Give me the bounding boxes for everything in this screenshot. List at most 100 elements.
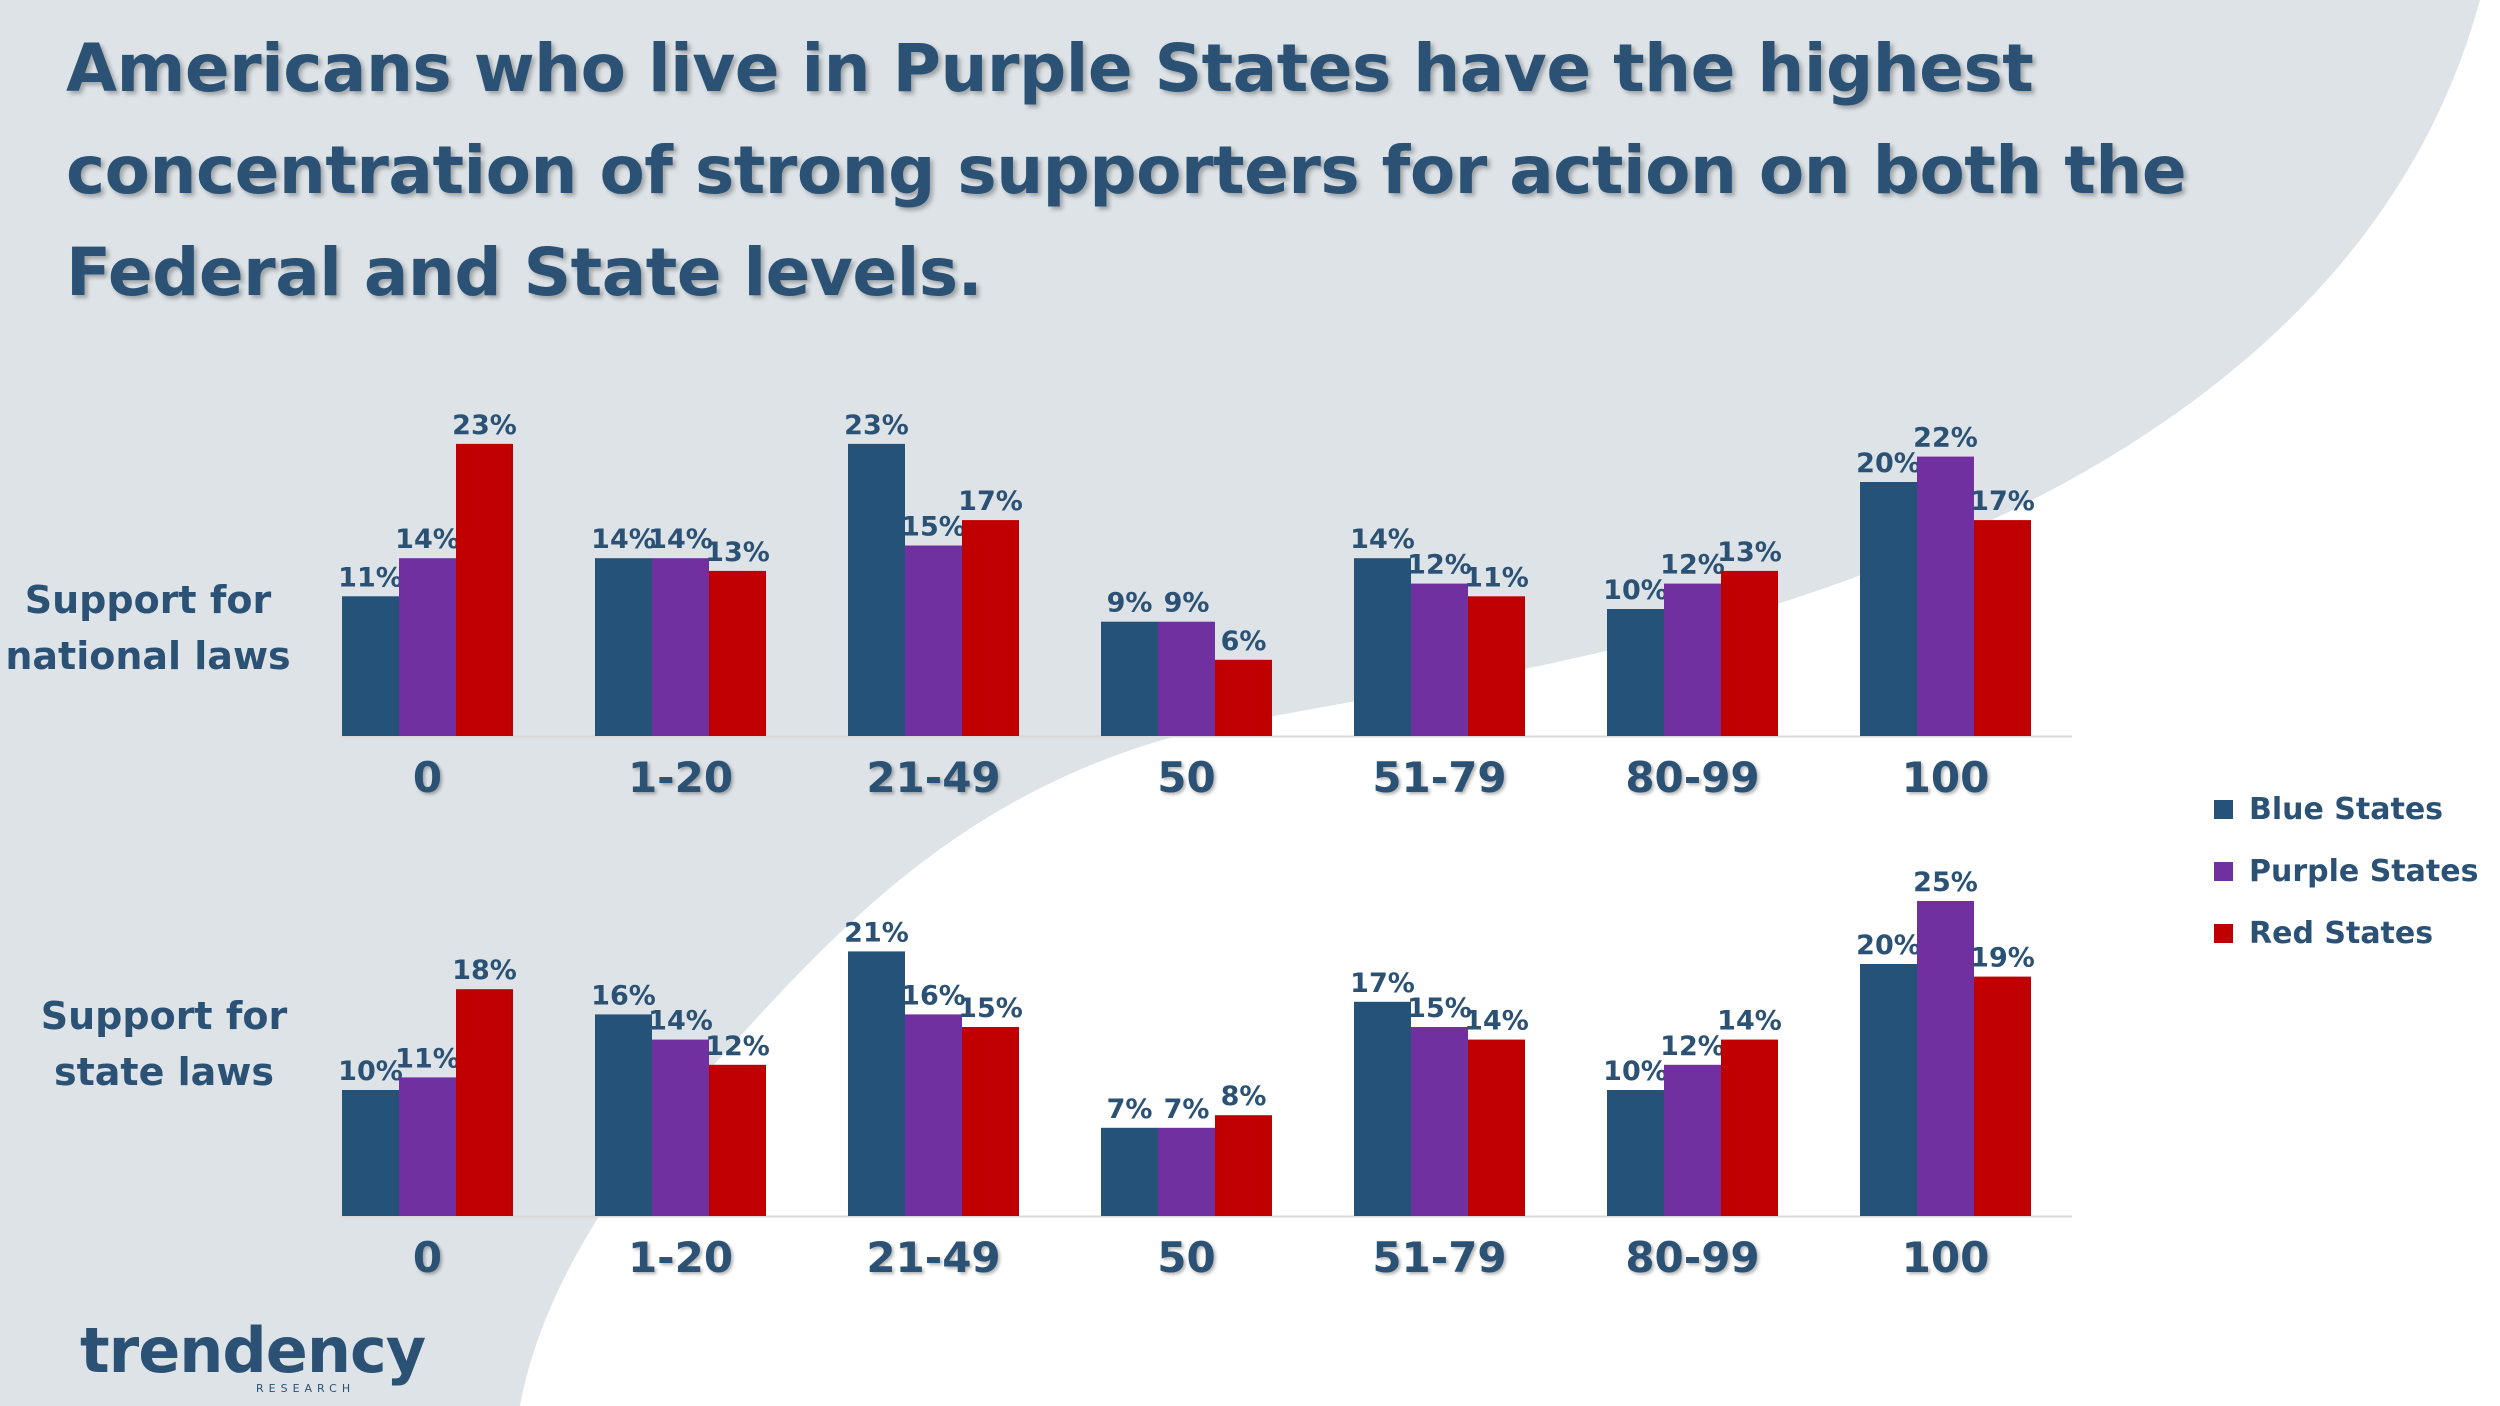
national-bar-blue-4 xyxy=(1354,558,1411,736)
national-data-label-purple-3: 9% xyxy=(1164,588,1210,619)
state-bar-purple-2 xyxy=(905,1014,962,1216)
state-bar-red-1 xyxy=(709,1064,766,1216)
national-data-label-red-6: 17% xyxy=(1970,486,2035,517)
national-bar-blue-0 xyxy=(342,596,399,736)
state-data-label-red-1: 12% xyxy=(705,1031,770,1062)
state-data-label-blue-2: 21% xyxy=(844,917,909,948)
national-data-label-blue-2: 23% xyxy=(844,410,909,441)
state-category-label-1: 1-20 xyxy=(628,1233,733,1282)
state-bar-blue-0 xyxy=(342,1090,399,1216)
legend-label-purple: Purple States xyxy=(2249,853,2479,889)
state-data-label-blue-4: 17% xyxy=(1350,968,1415,999)
state-category-label-4: 51-79 xyxy=(1372,1233,1506,1282)
state-bar-blue-1 xyxy=(595,1014,652,1216)
legend-swatch-blue xyxy=(2214,799,2233,819)
national-data-label-red-3: 6% xyxy=(1221,626,1267,657)
national-data-label-red-5: 13% xyxy=(1717,537,1782,568)
row-label-national: Support for national laws xyxy=(0,572,296,684)
national-data-label-purple-6: 22% xyxy=(1913,423,1978,454)
state-data-label-red-2: 15% xyxy=(958,993,1023,1024)
state-data-label-red-4: 14% xyxy=(1464,1006,1529,1037)
state-bar-red-4 xyxy=(1468,1039,1525,1216)
legend-label-red: Red States xyxy=(2249,915,2434,951)
state-category-label-3: 50 xyxy=(1157,1233,1215,1282)
state-data-label-purple-3: 7% xyxy=(1164,1094,1210,1125)
state-bar-red-5 xyxy=(1721,1039,1778,1216)
national-data-label-red-1: 13% xyxy=(705,537,770,568)
national-bar-purple-6 xyxy=(1917,456,1974,736)
national-data-label-red-4: 11% xyxy=(1464,562,1529,593)
national-data-label-blue-4: 14% xyxy=(1350,524,1415,555)
legend-item-blue: Blue States xyxy=(2214,778,2478,840)
state-bar-purple-3 xyxy=(1158,1127,1215,1216)
state-bar-blue-2 xyxy=(848,951,905,1216)
row-label-state-line2: state laws xyxy=(54,1050,274,1094)
national-data-label-purple-2: 15% xyxy=(901,512,966,543)
state-bar-red-2 xyxy=(962,1027,1019,1216)
national-bar-red-5 xyxy=(1721,570,1778,736)
national-bar-red-0 xyxy=(456,443,513,736)
state-bar-red-3 xyxy=(1215,1115,1272,1216)
state-bar-red-6 xyxy=(1974,976,2031,1216)
national-category-label-1: 1-20 xyxy=(628,753,733,802)
national-data-label-blue-5: 10% xyxy=(1603,575,1668,606)
national-bar-purple-5 xyxy=(1664,583,1721,736)
state-bar-purple-0 xyxy=(399,1077,456,1216)
state-bar-purple-1 xyxy=(652,1039,709,1216)
state-data-label-red-3: 8% xyxy=(1221,1081,1267,1112)
state-data-label-blue-0: 10% xyxy=(338,1056,403,1087)
state-data-label-purple-1: 14% xyxy=(648,1006,713,1037)
national-data-label-blue-0: 11% xyxy=(338,562,403,593)
national-category-label-4: 51-79 xyxy=(1372,753,1506,802)
national-data-label-purple-0: 14% xyxy=(395,524,460,555)
state-data-label-purple-2: 16% xyxy=(901,980,966,1011)
row-label-state-line1: Support for xyxy=(40,994,288,1038)
national-bar-purple-1 xyxy=(652,558,709,736)
row-label-national-line2: national laws xyxy=(5,634,291,678)
national-data-label-purple-1: 14% xyxy=(648,524,713,555)
national-bar-blue-3 xyxy=(1101,621,1158,736)
row-label-state: Support for state laws xyxy=(14,988,314,1100)
national-category-label-0: 0 xyxy=(413,753,442,802)
row-label-national-line1: Support for xyxy=(24,578,272,622)
national-data-label-purple-4: 12% xyxy=(1407,550,1472,581)
state-data-label-purple-5: 12% xyxy=(1660,1031,1725,1062)
national-bar-red-6 xyxy=(1974,520,2031,736)
state-bar-purple-6 xyxy=(1917,901,1974,1216)
state-data-label-purple-6: 25% xyxy=(1913,867,1978,898)
national-category-label-3: 50 xyxy=(1157,753,1215,802)
national-category-label-6: 100 xyxy=(1902,753,1990,802)
state-data-label-purple-4: 15% xyxy=(1407,993,1472,1024)
legend-swatch-purple xyxy=(2214,861,2233,881)
state-category-label-5: 80-99 xyxy=(1625,1233,1759,1282)
national-bar-red-4 xyxy=(1468,596,1525,736)
state-data-label-red-5: 14% xyxy=(1717,1006,1782,1037)
national-data-label-blue-1: 14% xyxy=(591,524,656,555)
state-category-label-2: 21-49 xyxy=(866,1233,1000,1282)
state-data-label-blue-5: 10% xyxy=(1603,1056,1668,1087)
legend-swatch-red xyxy=(2214,923,2233,943)
national-data-label-red-0: 23% xyxy=(452,410,517,441)
page-title: Americans who live in Purple States have… xyxy=(66,30,2187,311)
national-bar-blue-2 xyxy=(848,443,905,736)
trendency-logo: trendency xyxy=(80,1314,426,1387)
state-category-label-0: 0 xyxy=(413,1233,442,1282)
national-bar-blue-1 xyxy=(595,558,652,736)
state-data-label-red-0: 18% xyxy=(452,955,517,986)
national-bar-purple-0 xyxy=(399,558,456,736)
legend-item-purple: Purple States xyxy=(2214,840,2478,902)
trendency-logo-subtext: RESEARCH xyxy=(256,1382,356,1395)
national-bar-blue-6 xyxy=(1860,482,1917,736)
national-bar-red-3 xyxy=(1215,659,1272,736)
national-bar-red-1 xyxy=(709,570,766,736)
national-bar-purple-2 xyxy=(905,545,962,736)
state-data-label-red-6: 19% xyxy=(1970,943,2035,974)
state-data-label-purple-0: 11% xyxy=(395,1043,460,1074)
legend-label-blue: Blue States xyxy=(2249,791,2444,827)
state-bar-blue-3 xyxy=(1101,1127,1158,1216)
national-bar-purple-3 xyxy=(1158,621,1215,736)
state-bar-red-0 xyxy=(456,989,513,1216)
state-data-label-blue-6: 20% xyxy=(1856,930,1921,961)
state-bar-blue-5 xyxy=(1607,1090,1664,1216)
